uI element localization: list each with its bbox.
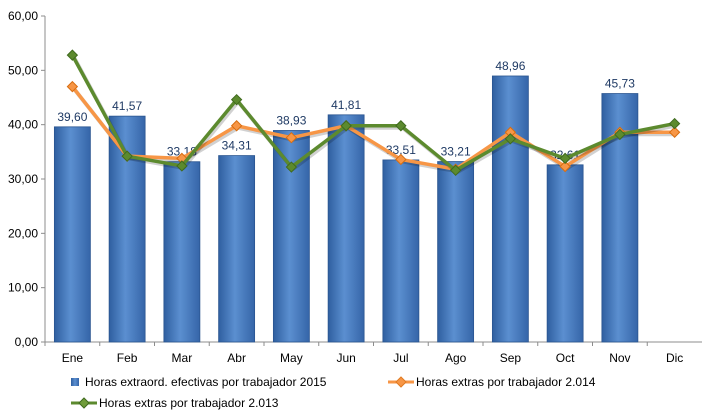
bar: [53, 126, 91, 343]
y-tick-label: 40,00: [8, 118, 38, 132]
x-tick-label: Sep: [500, 351, 522, 365]
y-tick-label: 0,00: [15, 335, 39, 349]
series-point: [668, 117, 681, 130]
x-tick-label: Jul: [393, 351, 408, 365]
series-point: [395, 120, 407, 132]
bar-data-label: 41,81: [331, 98, 361, 112]
series-point: [395, 153, 407, 166]
bar-data-label: 39,60: [57, 110, 87, 124]
series-point: [66, 80, 79, 93]
bar-data-label: 45,73: [605, 77, 635, 91]
series-point: [559, 152, 571, 165]
x-tick-label: Ago: [445, 351, 467, 365]
bar: [437, 161, 475, 343]
bar-data-label: 34,31: [222, 139, 252, 153]
bar-data-label: 33,21: [441, 145, 471, 159]
bar-data-label: 48,96: [495, 59, 525, 73]
bar: [327, 114, 365, 343]
bar: [218, 155, 256, 343]
y-tick-label: 20,00: [8, 226, 38, 240]
y-tick-label: 60,00: [8, 9, 38, 23]
x-tick-label: Ene: [62, 351, 84, 365]
bars: [53, 75, 639, 343]
bar: [491, 75, 529, 343]
series-point: [121, 150, 133, 162]
y-tick-label: 10,00: [8, 281, 38, 295]
x-tick-label: Mar: [172, 351, 193, 365]
x-tick-label: May: [280, 351, 303, 365]
series-point: [230, 120, 243, 132]
y-tick-label: 30,00: [8, 172, 38, 186]
series-point: [559, 160, 571, 173]
x-tick-label: Nov: [609, 351, 630, 365]
series-point: [285, 131, 298, 144]
x-tick-labels: Ene Feb Mar Abr May Jun Jul Ago Sep Oct Nov Dic: [44, 342, 683, 365]
x-tick-label: Dic: [666, 351, 683, 365]
x-tick-label: Abr: [227, 351, 246, 365]
x-tick-label: Feb: [117, 351, 138, 365]
series-line: [70, 85, 675, 171]
bar: [382, 159, 420, 343]
series-point: [614, 128, 626, 141]
x-tick-label: Oct: [556, 351, 575, 365]
bar-data-label: 38,93: [276, 113, 306, 127]
x-tick-label: Jun: [336, 351, 355, 365]
y-tick-label: 50,00: [8, 63, 38, 77]
bar: [163, 161, 201, 343]
series-point: [66, 49, 79, 61]
series-point: [449, 164, 462, 177]
line-series: [66, 49, 681, 177]
series-point: [176, 160, 188, 172]
bar-data-label: 41,57: [112, 99, 142, 113]
bar: [546, 164, 584, 343]
series-point: [504, 133, 517, 145]
series-point: [230, 93, 243, 106]
series-line: [70, 54, 675, 173]
series-point: [340, 120, 352, 132]
series-point: [285, 161, 298, 173]
bar: [601, 93, 639, 343]
series-point: [668, 126, 681, 138]
y-tick-labels: 0,00 10,00 20,00 30,00 40,00 50,00 60,00: [8, 9, 45, 349]
bar: [108, 115, 146, 343]
